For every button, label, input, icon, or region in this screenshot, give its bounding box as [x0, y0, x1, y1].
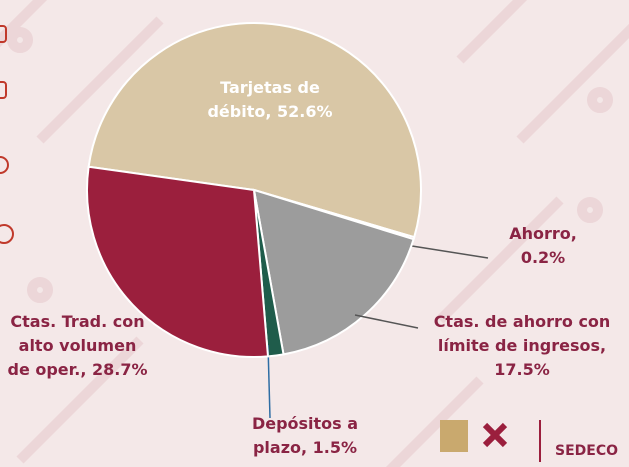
- slice-label: Ahorro, 0.2%: [488, 222, 598, 270]
- value-label: 0.2%: [521, 248, 565, 267]
- leader-line: [412, 246, 488, 258]
- category-label: Ctas. de ahorro con límite de ingresos,: [434, 312, 611, 355]
- value-label: 52.6%: [277, 102, 333, 121]
- value-label: 1.5%: [313, 438, 357, 457]
- slice-label: Ctas. Trad. con alto volumen de oper., 2…: [5, 310, 150, 382]
- value-label: 28.7%: [92, 360, 148, 379]
- slice-label: Ctas. de ahorro con límite de ingresos, …: [412, 310, 629, 382]
- value-label: 17.5%: [494, 360, 550, 379]
- side-icons: [0, 26, 13, 243]
- logo-mark: [440, 420, 540, 462]
- slice-label: Depósitos a plazo, 1.5%: [235, 412, 375, 460]
- logo-text: SEDECO: [555, 443, 618, 459]
- leader-line: [355, 315, 418, 328]
- category-label: Ahorro,: [509, 224, 577, 243]
- page: SEDECO Tarjetas de débito, 52.6% Ahorro, …: [0, 0, 629, 467]
- slice-label: Tarjetas de débito, 52.6%: [190, 76, 350, 124]
